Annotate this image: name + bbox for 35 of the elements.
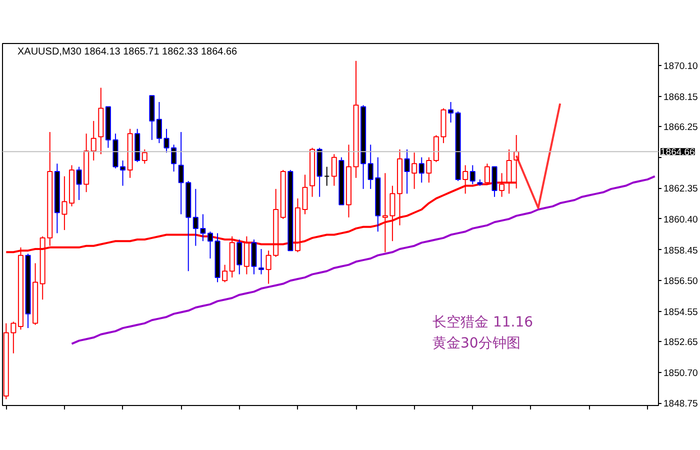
candlestick [346,144,352,218]
candlestick [62,176,68,231]
y-tick-label: 1868.15 [664,92,698,103]
y-tick-label: 1854.55 [664,306,698,318]
y-tick-label: 1850.70 [664,368,698,379]
line-series [515,102,562,209]
candlestick [98,87,104,155]
y-tick-label: 1858.45 [664,245,698,256]
y-tick-label: 1870.10 [664,61,698,72]
annotation: 黄金30分钟图 [432,336,520,352]
candlestick [266,250,272,284]
candlestick [54,163,60,234]
y-tick-label: 1856.50 [664,276,698,288]
candlestick [258,248,264,275]
chart-title: XAUUSD,M30 1864.13 1865.71 1862.33 1864.66 [18,46,238,58]
y-tick-label: 1866.25 [664,122,698,133]
candlestick [90,120,96,161]
candlestick [84,133,90,193]
candlestick [412,152,418,190]
candlestick [25,253,31,329]
annotation: 长空猎金 11.16 [432,314,534,330]
candlestick [192,188,198,246]
y-tick-label: 1862.35 [664,184,698,195]
candlestick [353,60,359,178]
y-tick-label: 1848.75 [664,398,698,410]
candlestick [178,132,184,215]
y-tick-label: 1860.40 [664,214,698,226]
candlestick [331,154,337,186]
candlestick [324,166,330,186]
candlestick [120,160,126,186]
candlestick [68,164,75,207]
candlestick [404,148,410,194]
candlestick [200,214,206,242]
candlestick [448,101,454,124]
y-tick-label: 1852.65 [664,336,698,348]
